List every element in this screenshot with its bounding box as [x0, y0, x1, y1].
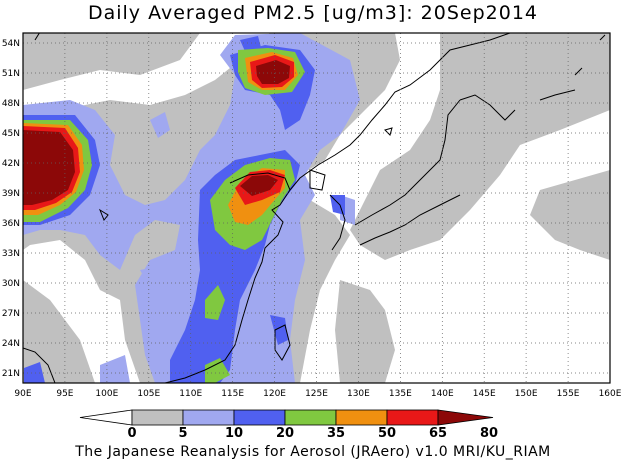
lat-tick-label: 54N — [2, 39, 20, 49]
lat-tick-label: 48N — [2, 99, 20, 109]
lat-tick-label: 24N — [2, 339, 20, 349]
field-bin-10-20 — [23, 33, 360, 383]
field-bin-80-plus — [23, 60, 290, 205]
lon-tick-label: 130E — [347, 389, 370, 399]
colorbar-level-label: 20 — [276, 426, 294, 441]
colorbar-level-label: 65 — [429, 426, 447, 441]
lat-tick-label: 51N — [2, 69, 20, 79]
lon-tick-label: 160E — [599, 389, 622, 399]
lon-tick-label: 155E — [557, 389, 580, 399]
map-title: Daily Averaged PM2.5 [ug/m3]: 20Sep2014 — [87, 2, 539, 24]
colorbar: 0 5 10 20 35 50 65 80 — [79, 409, 498, 441]
colorbar-level-label: 5 — [178, 426, 187, 441]
latitude-ticks: 21N 24N 27N 30N 33N 36N 39N 42N 45N 48N 51N 54N — [2, 39, 20, 379]
lon-tick-label: 115E — [221, 389, 244, 399]
colorbar-segment — [284, 409, 337, 426]
footer-credit: The Japanese Reanalysis for Aerosol (JRA… — [75, 444, 551, 460]
colorbar-level-label: 10 — [225, 426, 243, 441]
coastlines — [23, 33, 606, 383]
lon-tick-label: 120E — [263, 389, 286, 399]
lat-tick-label: 45N — [2, 129, 20, 139]
lat-tick-label: 39N — [2, 189, 20, 199]
colorbar-level-label: 50 — [378, 426, 396, 441]
concentration-field — [23, 33, 610, 383]
colorbar-segment — [182, 409, 235, 426]
lat-tick-label: 33N — [2, 249, 20, 259]
lon-tick-label: 95E — [56, 389, 73, 399]
colorbar-arrow-high — [437, 409, 494, 426]
lon-tick-label: 125E — [305, 389, 328, 399]
colorbar-level-label: 80 — [480, 426, 498, 441]
lat-tick-label: 42N — [2, 159, 20, 169]
colorbar-level-label: 35 — [327, 426, 345, 441]
lat-tick-label: 36N — [2, 219, 20, 229]
colorbar-arrow-low — [79, 409, 133, 426]
colorbar-segment — [233, 409, 286, 426]
lon-tick-label: 90E — [14, 389, 31, 399]
lon-tick-label: 150E — [515, 389, 538, 399]
lon-tick-label: 135E — [389, 389, 412, 399]
colorbar-segment — [131, 409, 184, 426]
colorbar-segment — [335, 409, 388, 426]
lon-tick-label: 100E — [95, 389, 118, 399]
lon-tick-label: 105E — [137, 389, 160, 399]
lat-tick-label: 21N — [2, 369, 20, 379]
lon-tick-label: 140E — [431, 389, 454, 399]
lat-tick-label: 30N — [2, 279, 20, 289]
longitude-ticks: 90E 95E 100E 105E 110E 115E 120E 125E 130E 135E 14… — [14, 389, 621, 399]
lat-tick-label: 27N — [2, 309, 20, 319]
plot-frame — [22, 32, 611, 384]
lon-tick-label: 145E — [473, 389, 496, 399]
colorbar-level-label: 0 — [127, 426, 136, 441]
lon-tick-label: 110E — [179, 389, 202, 399]
colorbar-segment — [386, 409, 439, 426]
